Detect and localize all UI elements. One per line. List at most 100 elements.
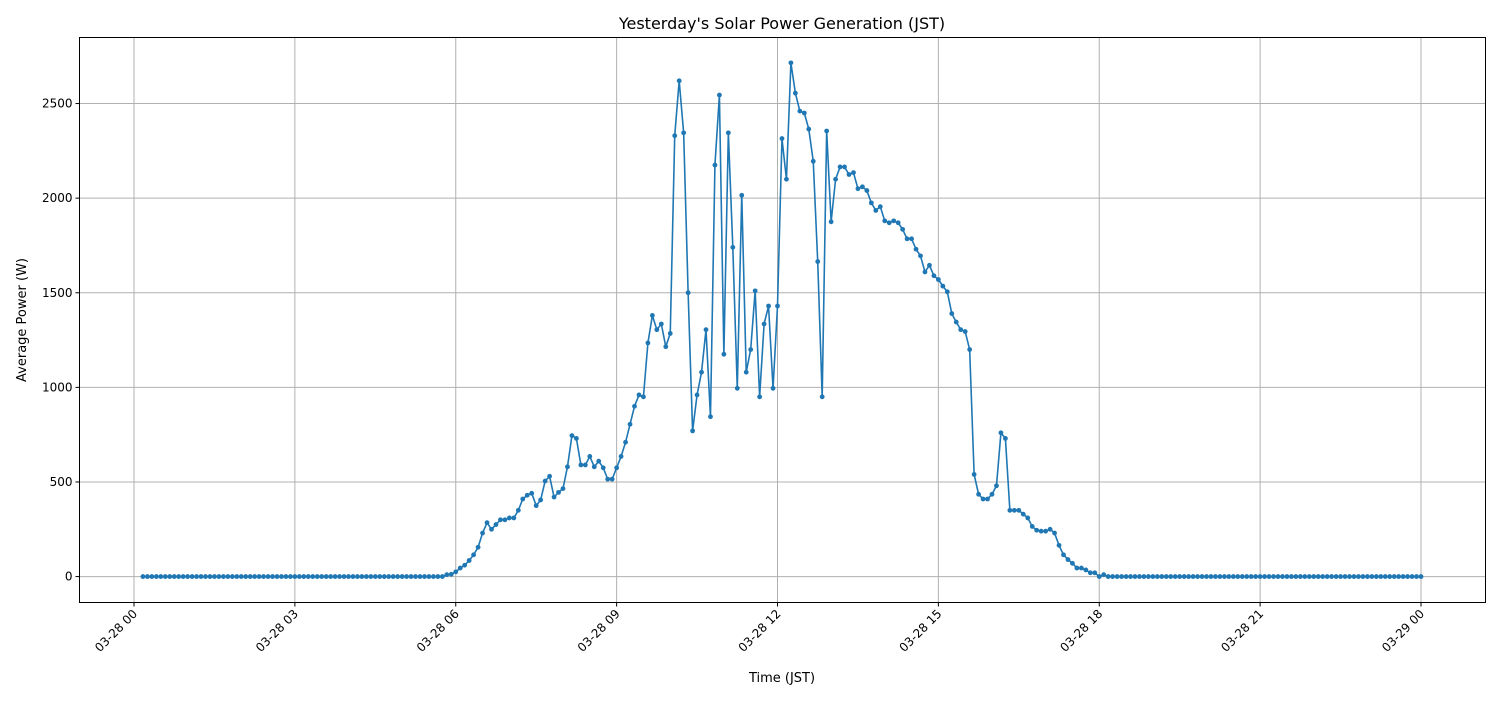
data-point xyxy=(730,244,736,250)
data-point xyxy=(203,574,208,579)
data-point xyxy=(1320,574,1326,579)
data-point xyxy=(1034,527,1040,533)
data-point xyxy=(1342,574,1348,579)
data-point xyxy=(600,465,606,471)
data-point xyxy=(395,574,401,579)
data-point xyxy=(283,574,289,579)
y-tick-label: 1500 xyxy=(42,286,73,300)
data-point xyxy=(846,172,852,177)
data-point xyxy=(556,489,561,495)
data-point xyxy=(851,170,856,176)
data-point xyxy=(748,347,754,352)
chart-title: Yesterday's Solar Power Generation (JST) xyxy=(618,14,945,33)
data-point xyxy=(927,262,932,268)
data-point xyxy=(323,574,329,579)
data-point xyxy=(958,327,964,333)
data-point xyxy=(145,574,150,579)
data-point xyxy=(775,303,780,309)
data-point xyxy=(1038,528,1044,534)
data-point xyxy=(1159,574,1165,579)
data-point xyxy=(591,464,597,470)
data-point xyxy=(270,574,275,579)
data-point xyxy=(1306,574,1312,579)
data-point xyxy=(448,571,454,577)
data-point xyxy=(1172,574,1178,579)
data-point xyxy=(690,428,695,434)
data-point xyxy=(256,574,262,579)
data-point xyxy=(252,574,258,579)
data-point xyxy=(578,462,584,468)
y-axis-ticks: 0 500 1000 1500 2000 2500 xyxy=(42,97,80,584)
data-point xyxy=(1266,574,1272,579)
data-point xyxy=(538,497,544,503)
x-axis-ticks: 03-28 00 03-28 03 03-28 06 03-28 09 03-28 12… xyxy=(92,602,1427,655)
data-point xyxy=(247,574,253,579)
data-point xyxy=(918,253,923,259)
data-point xyxy=(569,433,575,439)
data-point xyxy=(904,236,910,242)
data-point xyxy=(1391,574,1397,579)
data-point xyxy=(542,478,548,484)
data-point xyxy=(140,574,146,579)
data-point xyxy=(390,574,396,579)
data-point xyxy=(153,574,159,579)
data-point xyxy=(194,574,199,579)
data-point xyxy=(1190,574,1196,579)
data-point xyxy=(1338,574,1343,579)
data-point xyxy=(1396,574,1402,579)
data-point xyxy=(1253,574,1259,579)
data-point xyxy=(1324,574,1330,579)
data-point xyxy=(1284,574,1290,579)
data-point xyxy=(1405,574,1410,579)
data-point xyxy=(359,574,365,579)
data-point xyxy=(882,218,888,224)
data-point xyxy=(752,288,758,294)
data-point xyxy=(1235,574,1241,579)
data-point xyxy=(229,574,235,579)
data-point xyxy=(971,472,977,477)
data-point xyxy=(471,552,477,558)
data-point xyxy=(551,494,557,500)
data-point xyxy=(1020,511,1026,517)
data-point xyxy=(305,574,311,579)
data-point xyxy=(1043,528,1049,534)
data-point xyxy=(819,394,825,400)
data-point xyxy=(1078,565,1084,571)
data-point xyxy=(176,574,182,579)
x-axis-label: Time (JST) xyxy=(748,671,815,686)
data-point xyxy=(1096,574,1102,579)
data-point xyxy=(1083,567,1089,573)
data-point xyxy=(962,329,968,334)
data-point xyxy=(1356,574,1361,579)
grid-lines xyxy=(79,37,1486,603)
data-point xyxy=(855,186,861,192)
data-point xyxy=(1061,552,1066,558)
data-point xyxy=(587,454,593,459)
data-point xyxy=(667,331,673,336)
x-tick-label: 03-29 00 xyxy=(1379,607,1427,655)
data-point xyxy=(632,403,637,409)
data-point xyxy=(623,439,628,445)
data-point xyxy=(994,483,999,489)
data-point xyxy=(1195,574,1200,579)
data-point xyxy=(1047,526,1053,532)
data-point xyxy=(801,110,807,116)
data-point xyxy=(480,530,485,536)
data-point xyxy=(989,491,995,497)
data-point xyxy=(1016,507,1022,513)
data-point xyxy=(806,126,812,132)
data-point xyxy=(708,414,713,420)
data-point xyxy=(779,136,785,141)
data-point xyxy=(399,574,405,579)
data-point xyxy=(189,574,195,579)
data-point xyxy=(1364,574,1370,579)
data-point xyxy=(1070,560,1075,566)
data-point xyxy=(1177,574,1183,579)
data-point xyxy=(265,574,271,579)
data-point xyxy=(363,574,369,579)
data-point xyxy=(761,321,767,327)
data-point xyxy=(274,574,280,579)
data-point xyxy=(198,574,204,579)
data-point xyxy=(341,574,347,579)
data-point xyxy=(444,572,450,578)
